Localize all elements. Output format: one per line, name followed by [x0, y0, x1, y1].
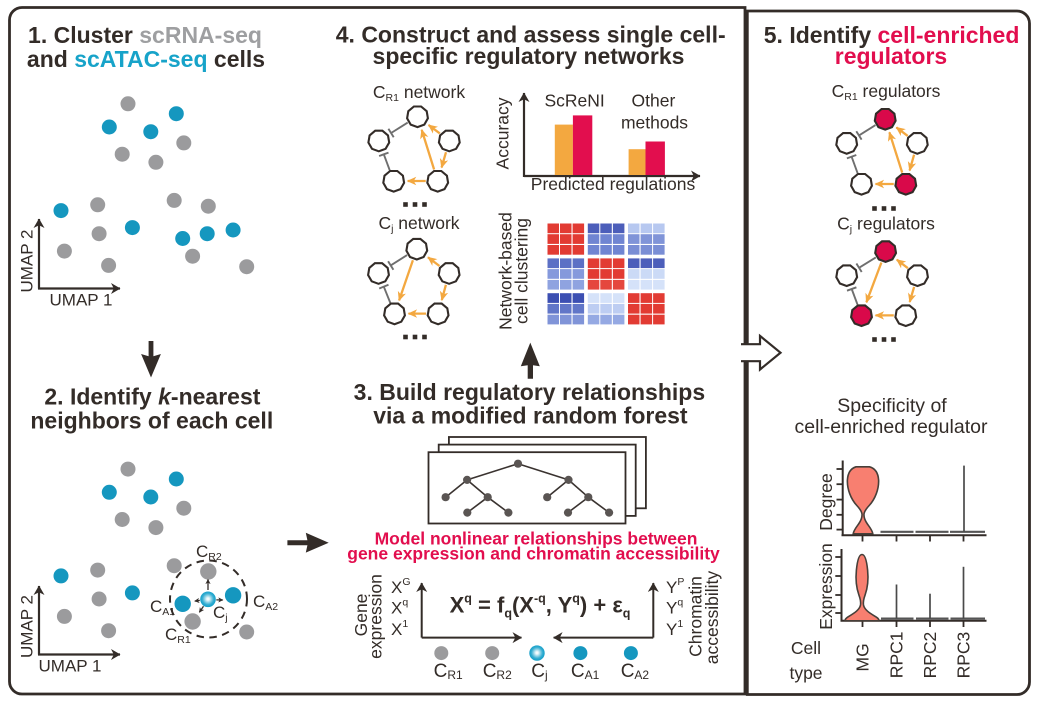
svg-text:CR1 regulators: CR1 regulators — [832, 81, 941, 103]
svg-text:Expression: Expression — [816, 543, 836, 630]
svg-text:specific regulatory networks: specific regulatory networks — [373, 43, 685, 69]
svg-text:1. Cluster scRNA-seq: 1. Cluster scRNA-seq — [28, 22, 262, 48]
svg-text:Accuracy: Accuracy — [493, 97, 513, 169]
svg-text:RPC3: RPC3 — [954, 632, 974, 679]
svg-text:2. Identify k-nearest: 2. Identify k-nearest — [44, 383, 260, 409]
svg-text:Cj: Cj — [213, 603, 228, 624]
svg-text:cell-enriched regulator: cell-enriched regulator — [795, 416, 988, 438]
svg-text:Cj: Cj — [531, 661, 547, 682]
svg-text:neighbors of each cell: neighbors of each cell — [30, 408, 273, 434]
svg-text:regulators: regulators — [835, 43, 947, 69]
svg-text:Cj network: Cj network — [378, 213, 459, 235]
svg-text:and scATAC-seq cells: and scATAC-seq cells — [27, 46, 265, 72]
svg-text:Gene: Gene — [351, 594, 371, 637]
svg-text:3. Build regulatory relationsh: 3. Build regulatory relationships — [354, 379, 705, 405]
svg-text:accessibility: accessibility — [702, 571, 722, 665]
svg-text:cell clustering: cell clustering — [512, 218, 532, 324]
svg-text:Cj regulators: Cj regulators — [837, 214, 935, 236]
svg-text:Specificity of: Specificity of — [837, 395, 947, 417]
svg-text:expression: expression — [366, 574, 386, 659]
svg-text:4. Construct and assess single: 4. Construct and assess single cell- — [336, 22, 726, 48]
svg-text:Other: Other — [632, 91, 676, 111]
svg-text:UMAP 2: UMAP 2 — [18, 595, 37, 658]
svg-text:Predicted regulations: Predicted regulations — [531, 174, 696, 194]
svg-text:UMAP 1: UMAP 1 — [39, 657, 102, 676]
svg-text:MG: MG — [853, 643, 873, 671]
svg-text:ScReNI: ScReNI — [544, 91, 604, 111]
svg-text:RPC2: RPC2 — [920, 632, 940, 679]
svg-text:Model nonlinear relationships: Model nonlinear relationships between — [375, 529, 698, 549]
svg-text:Cell: Cell — [791, 638, 821, 658]
svg-text:gene expression and chromatin: gene expression and chromatin accessibil… — [347, 544, 720, 564]
svg-text:via a modified random forest: via a modified random forest — [373, 403, 688, 429]
svg-text:methods: methods — [621, 113, 688, 133]
svg-text:UMAP 1: UMAP 1 — [50, 291, 113, 310]
svg-text:Degree: Degree — [816, 473, 836, 530]
svg-text:5. Identify cell-enriched: 5. Identify cell-enriched — [764, 22, 1020, 48]
svg-text:type: type — [789, 663, 822, 683]
svg-text:Network-based: Network-based — [496, 212, 516, 330]
svg-text:Chromatin: Chromatin — [686, 576, 706, 657]
svg-text:RPC1: RPC1 — [887, 632, 907, 679]
svg-text:UMAP 2: UMAP 2 — [18, 230, 37, 293]
